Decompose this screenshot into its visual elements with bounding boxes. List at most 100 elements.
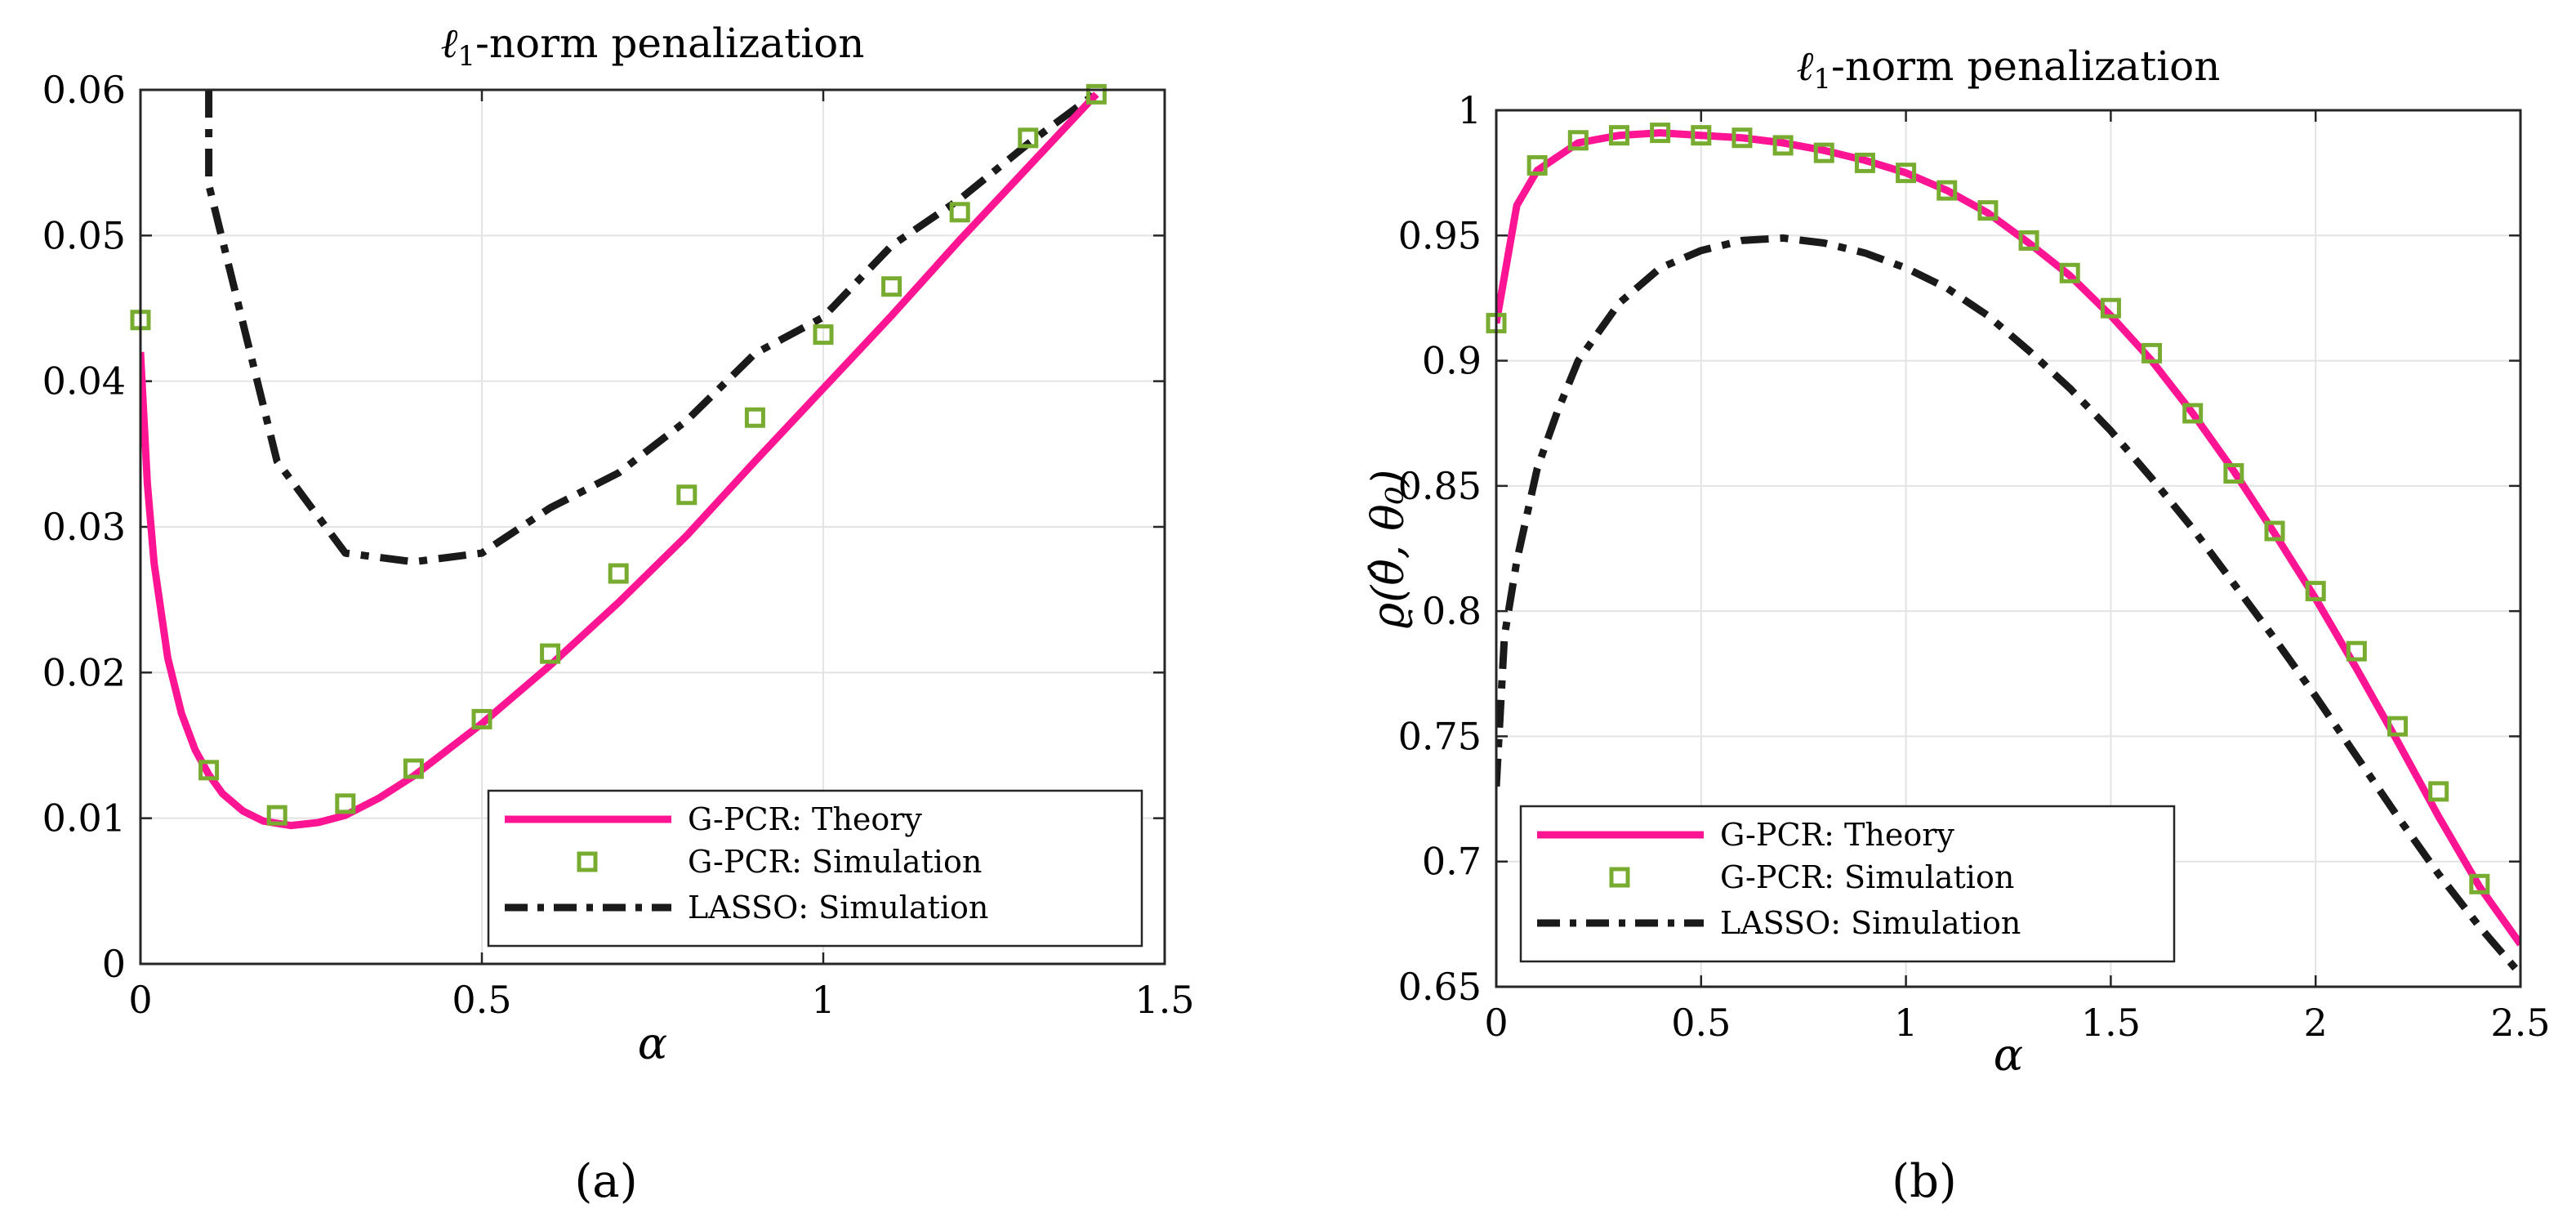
x-axis-label-b: α bbox=[1994, 1029, 2023, 1081]
theory-line-b bbox=[1496, 129, 2520, 947]
sim-marker-a bbox=[335, 793, 356, 814]
sim-marker-a bbox=[744, 407, 765, 428]
sim-marker-b bbox=[1691, 125, 1712, 146]
axes-box-a bbox=[139, 88, 1166, 966]
sim-marker-a bbox=[813, 324, 834, 346]
sim-marker-b bbox=[1896, 163, 1917, 184]
y-tick-label-b: 0.7 bbox=[1422, 840, 1482, 884]
sim-marker-b bbox=[1608, 125, 1629, 146]
title-b-sub: 1 bbox=[1813, 63, 1831, 96]
legend-label-sim-a: G-PCR: Simulation bbox=[688, 844, 982, 880]
title-a-sub: 1 bbox=[457, 40, 475, 73]
x-tick-label-b: 1.5 bbox=[2081, 1001, 2141, 1045]
y-tick-label-b: 0.9 bbox=[1422, 339, 1482, 383]
y-tick-label-b: 0.85 bbox=[1398, 464, 1482, 508]
y-tick-label-b: 0.65 bbox=[1398, 965, 1482, 1009]
chart-a: 0 0.5 1 1.5 00.010.020.030.040.050.06 ℓ1-no… bbox=[42, 20, 1195, 1069]
y-tick-label-b: 1 bbox=[1458, 88, 1482, 132]
sim-marker-b bbox=[1650, 123, 1671, 144]
legend-a: G-PCR: Theory G-PCR: Simulation LASSO: S… bbox=[487, 789, 1143, 948]
legend-b: G-PCR: Theory G-PCR: Simulation LASSO: S… bbox=[1519, 805, 2176, 963]
sim-marker-a bbox=[266, 805, 287, 826]
y-tick-label-a: 0 bbox=[102, 942, 126, 986]
legend-label-lasso-b: LASSO: Simulation bbox=[1720, 905, 2021, 941]
sim-marker-b bbox=[1977, 200, 1999, 221]
sim-marker-b bbox=[2141, 342, 2163, 364]
y-tick-label-a: 0.05 bbox=[42, 213, 126, 257]
sim-marker-b bbox=[1772, 135, 1794, 156]
y-tick-label-a: 0.06 bbox=[42, 68, 126, 112]
panel-label-b: (b) bbox=[1892, 1155, 1957, 1208]
x-tick-label-a: 1.5 bbox=[1134, 978, 1194, 1022]
x-tick-label-a: 0 bbox=[128, 978, 152, 1022]
sim-marker-a bbox=[949, 202, 970, 223]
sim-marker-b bbox=[2182, 403, 2204, 424]
x-tick-label-b: 2.5 bbox=[2490, 1001, 2550, 1045]
sim-marker-b bbox=[1567, 130, 1589, 151]
sim-marker-b bbox=[2264, 520, 2285, 542]
sim-marker-b bbox=[2469, 873, 2490, 894]
title-b-text: -norm penalization bbox=[1831, 42, 2221, 90]
sim-marker-a bbox=[881, 276, 902, 297]
sim-marker-b bbox=[2018, 230, 2039, 251]
theory-line-a bbox=[140, 91, 1099, 830]
y-tick-label-a: 0.04 bbox=[42, 359, 126, 404]
y-tick-labels-b: 0.65 0.7 0.75 0.8 0.85 0.9 0.95 1 bbox=[1398, 88, 1482, 1009]
lasso-line-b bbox=[1496, 234, 2520, 977]
title-a-text: -norm penalization bbox=[475, 20, 865, 67]
legend-label-theory-a: G-PCR: Theory bbox=[688, 801, 922, 837]
sim-marker-a bbox=[540, 643, 561, 664]
sim-marker-a bbox=[608, 563, 629, 584]
sim-marker-b bbox=[1936, 180, 1958, 201]
y-tick-label-b: 0.8 bbox=[1422, 589, 1482, 633]
x-tick-label-a: 1 bbox=[811, 978, 835, 1022]
x-axis-label-a: α bbox=[638, 1018, 667, 1069]
legend-swatch-sim-a bbox=[577, 851, 598, 872]
lasso-line-a bbox=[205, 90, 1099, 566]
series-b bbox=[1486, 123, 2520, 977]
sim-marker-b bbox=[2428, 781, 2449, 802]
sim-marker-b bbox=[1731, 127, 1753, 149]
y-axis-label-b: ϱ(θ̂, θ₀) bbox=[1362, 470, 1414, 629]
sim-marker-a bbox=[676, 484, 697, 506]
chart-title-b: ℓ1-norm penalization bbox=[1796, 42, 2220, 96]
sim-marker-b bbox=[1854, 152, 1875, 173]
sim-marker-b bbox=[2346, 640, 2367, 662]
x-tick-label-b: 0 bbox=[1484, 1001, 1508, 1045]
y-tick-labels-a: 0 0.01 0.02 0.03 0.04 0.05 0.06 bbox=[42, 68, 126, 986]
sim-marker-b bbox=[2305, 581, 2326, 602]
sim-marker-a bbox=[1085, 83, 1107, 105]
legend-swatch-sim-b bbox=[1609, 867, 1630, 888]
chart-title-a: ℓ1-norm penalization bbox=[440, 20, 864, 73]
title-a-ell: ℓ bbox=[440, 20, 457, 67]
x-tick-label-b: 2 bbox=[2304, 1001, 2328, 1045]
x-tick-label-b: 1 bbox=[1894, 1001, 1918, 1045]
axes-box-b bbox=[1495, 109, 2522, 988]
sim-marker-a bbox=[198, 760, 220, 781]
sim-marker-b bbox=[1813, 142, 1834, 163]
y-tick-label-b: 0.75 bbox=[1398, 714, 1482, 758]
panel-label-a: (a) bbox=[574, 1155, 637, 1208]
sim-marker-a bbox=[403, 758, 424, 779]
x-tick-label-a: 0.5 bbox=[452, 978, 511, 1022]
y-tick-label-a: 0.03 bbox=[42, 505, 126, 549]
sim-marker-b bbox=[2059, 262, 2080, 283]
x-tick-labels-b: 0 0.5 1 1.5 2 2.5 bbox=[1484, 1001, 2550, 1045]
sim-marker-b bbox=[2223, 463, 2244, 484]
sim-marker-b bbox=[1526, 154, 1548, 176]
sim-marker-b bbox=[2387, 716, 2409, 737]
y-tick-label-a: 0.02 bbox=[42, 650, 126, 694]
sim-marker-a bbox=[471, 708, 492, 729]
x-tick-labels-a: 0 0.5 1 1.5 bbox=[128, 978, 1194, 1022]
sim-marker-a bbox=[1018, 127, 1039, 149]
title-b-ell: ℓ bbox=[1796, 42, 1813, 90]
legend-label-lasso-a: LASSO: Simulation bbox=[688, 890, 988, 925]
x-tick-label-b: 0.5 bbox=[1671, 1001, 1731, 1045]
y-tick-label-b: 0.95 bbox=[1398, 213, 1482, 257]
legend-label-theory-b: G-PCR: Theory bbox=[1720, 817, 1954, 853]
chart-b: 0 0.5 1 1.5 2 2.5 0.650.70.750.80.850.90.951 … bbox=[1362, 42, 2551, 1081]
sim-marker-b bbox=[2100, 297, 2121, 319]
legend-label-sim-b: G-PCR: Simulation bbox=[1720, 859, 2014, 895]
y-tick-label-a: 0.01 bbox=[42, 796, 126, 841]
